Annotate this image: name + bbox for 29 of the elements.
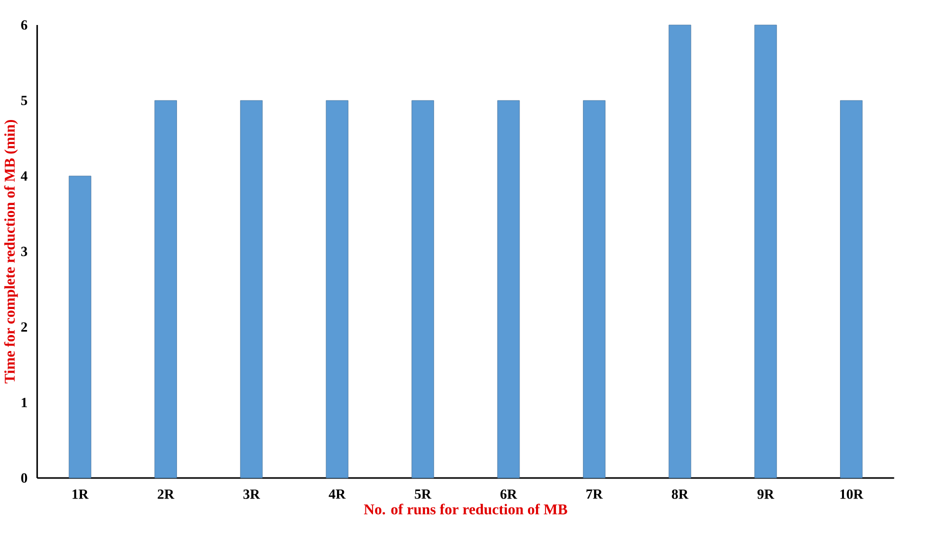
y-tick-label: 1 [22,398,27,408]
bar [240,100,263,478]
bar [583,100,606,478]
y-tick-label: 2 [21,322,28,332]
y-tick-label: 5 [21,96,28,106]
x-axis-title: No. of runs for reduction of MB [364,504,568,514]
x-tick-label: 7R [586,489,603,499]
bar [668,24,692,478]
x-tick-label: 10R [840,490,864,499]
x-tick-label: 1R [72,489,89,499]
bar [412,100,434,478]
x-tick-label: 9R [757,490,774,499]
bar [68,176,92,478]
bar [840,100,863,478]
y-tick-label: 4 [20,171,28,181]
x-tick-label: 3R [243,490,260,499]
bar [497,100,520,478]
x-tick-label: 8R [672,490,689,499]
y-axis-title: Time for complete reduction of MB (min) [4,120,18,384]
x-tick-label: 2R [158,490,174,499]
bar [326,100,348,478]
x-tick-label: 4R [328,489,346,499]
y-tick-label: 3 [21,246,28,256]
bar [154,100,177,478]
y-tick-label: 0 [21,473,28,483]
y-tick-label: 6 [21,20,28,30]
x-tick-label: 6R [500,490,518,499]
x-tick-label: 5R [414,489,432,499]
bar [754,24,777,478]
